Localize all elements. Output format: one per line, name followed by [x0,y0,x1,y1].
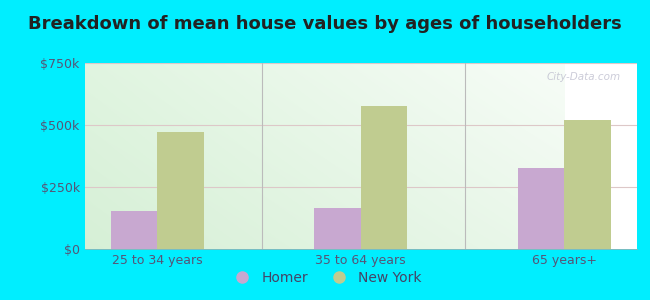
Bar [361,106,408,249]
Bar [564,120,611,249]
Legend: Homer, New York: Homer, New York [223,265,427,290]
Bar [314,208,361,249]
Bar [157,132,203,249]
Bar [111,211,157,249]
Bar [518,168,564,249]
Text: Breakdown of mean house values by ages of householders: Breakdown of mean house values by ages o… [28,15,622,33]
Text: City-Data.com: City-Data.com [546,72,620,82]
